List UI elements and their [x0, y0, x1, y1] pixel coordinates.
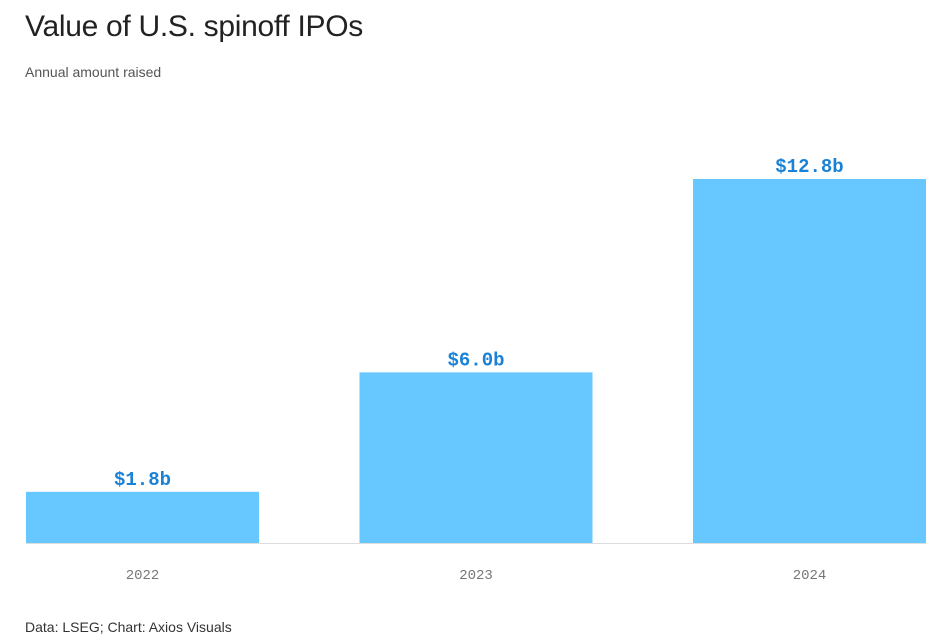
chart-title: Value of U.S. spinoff IPOs	[25, 10, 363, 43]
bar-2023	[359, 372, 593, 543]
bar-value-label-2022: $1.8b	[114, 469, 171, 491]
x-tick-label-2022: 2022	[126, 568, 160, 584]
source-note: Data: LSEG; Chart: Axios Visuals	[25, 619, 232, 635]
bar-value-label-2024: $12.8b	[775, 156, 843, 178]
x-tick-label-2023: 2023	[459, 568, 493, 584]
value-labels-group: $1.8b $6.0b $12.8b	[114, 156, 844, 491]
bar-2022	[26, 491, 259, 543]
bar-value-label-2023: $6.0b	[447, 349, 504, 371]
x-tick-labels-group: 2022 2023 2024	[126, 568, 827, 584]
chart-subtitle: Annual amount raised	[25, 64, 162, 80]
bar-2024	[693, 179, 926, 543]
bars-group	[26, 179, 926, 543]
x-tick-label-2024: 2024	[793, 568, 827, 584]
